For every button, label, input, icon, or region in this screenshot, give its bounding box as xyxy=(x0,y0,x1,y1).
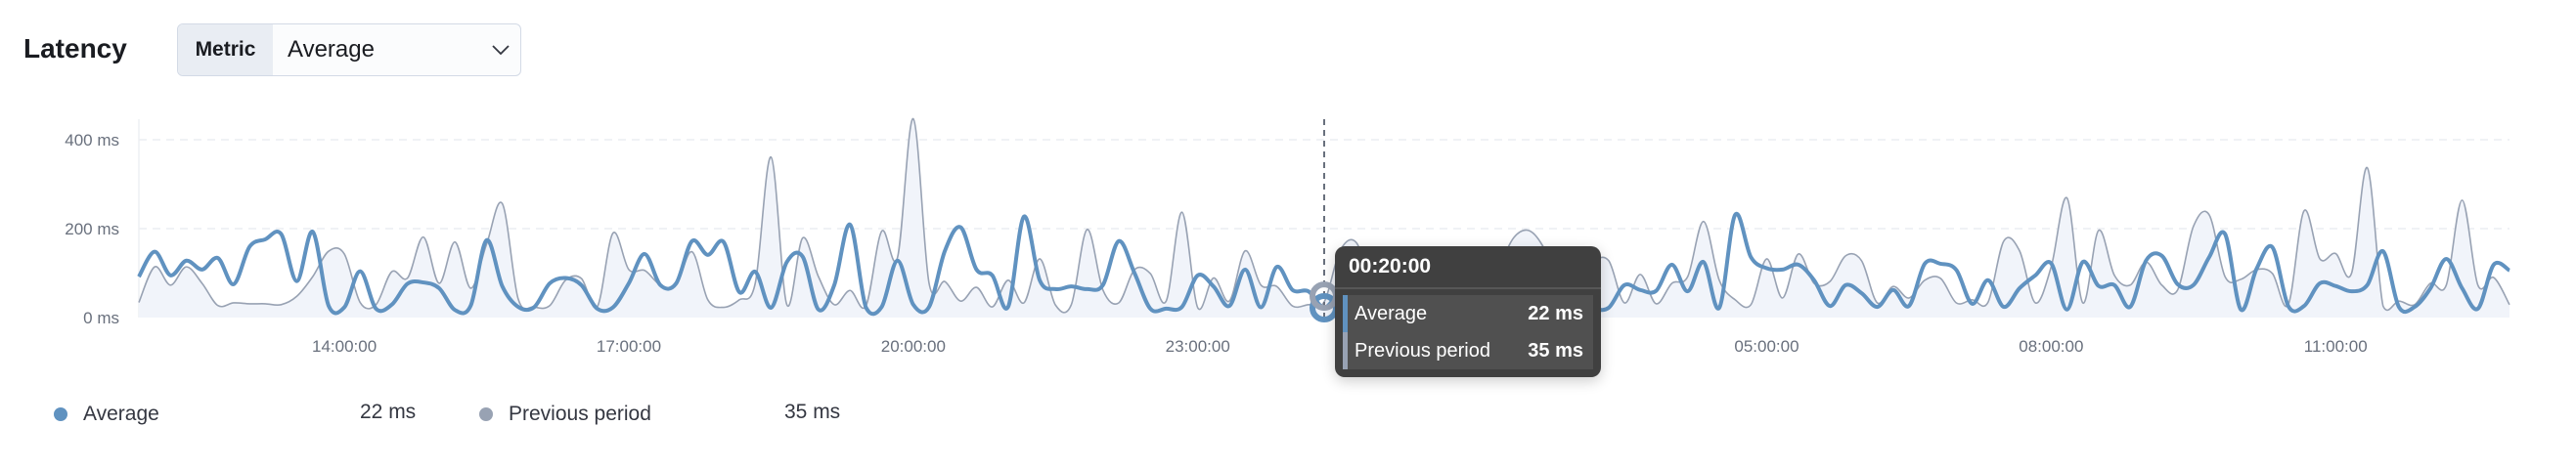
previous-period-area xyxy=(139,118,2509,318)
tooltip-row-previous: Previous period 35 ms xyxy=(1343,332,1593,369)
legend-dot-icon xyxy=(479,407,493,421)
y-axis-ticks: 0 ms 200 ms 400 ms xyxy=(65,131,119,327)
x-tick-label: 08:00:00 xyxy=(2019,337,2083,356)
series-color-bar xyxy=(1343,332,1348,369)
legend-item-average[interactable]: Average xyxy=(54,403,159,426)
legend-value-average: 22 ms xyxy=(360,401,417,423)
y-tick-label: 0 ms xyxy=(83,309,119,327)
metric-select[interactable]: Metric Average xyxy=(177,23,521,76)
x-tick-label: 05:00:00 xyxy=(1734,337,1799,356)
x-tick-label: 23:00:00 xyxy=(1166,337,1230,356)
tooltip-value: 35 ms xyxy=(1528,339,1583,362)
legend-label: Average xyxy=(83,403,159,425)
tooltip-label: Average xyxy=(1355,302,1428,324)
tooltip-label: Previous period xyxy=(1355,339,1490,362)
y-tick-label: 400 ms xyxy=(65,131,119,149)
latency-chart[interactable]: 0 ms 200 ms 400 ms 14:00:00 17:00:00 20:00:0… xyxy=(0,0,2576,391)
legend-dot-icon xyxy=(54,407,67,421)
chevron-down-icon xyxy=(481,45,520,55)
tooltip-value: 22 ms xyxy=(1528,302,1583,324)
tooltip-time: 00:20:00 xyxy=(1335,246,1601,289)
x-tick-label: 11:00:00 xyxy=(2304,337,2368,356)
x-tick-label: 17:00:00 xyxy=(597,337,661,356)
legend-label: Previous period xyxy=(509,403,651,425)
legend-item-previous[interactable]: Previous period xyxy=(479,403,651,426)
metric-select-label: Metric xyxy=(178,24,273,75)
tooltip-row-average: Average 22 ms xyxy=(1343,295,1593,332)
x-axis-ticks: 14:00:00 17:00:00 20:00:00 23:00:00 05:00:00… xyxy=(312,337,2368,356)
chart-tooltip: 00:20:00 Average 22 ms Previous period 3… xyxy=(1335,246,1601,377)
metric-select-value: Average xyxy=(288,36,375,63)
x-tick-label: 14:00:00 xyxy=(312,337,377,356)
legend-value-previous: 35 ms xyxy=(784,401,841,423)
series-color-bar xyxy=(1343,295,1348,332)
x-tick-label: 20:00:00 xyxy=(881,337,946,356)
y-tick-label: 200 ms xyxy=(65,220,119,238)
page-title: Latency xyxy=(23,33,127,64)
